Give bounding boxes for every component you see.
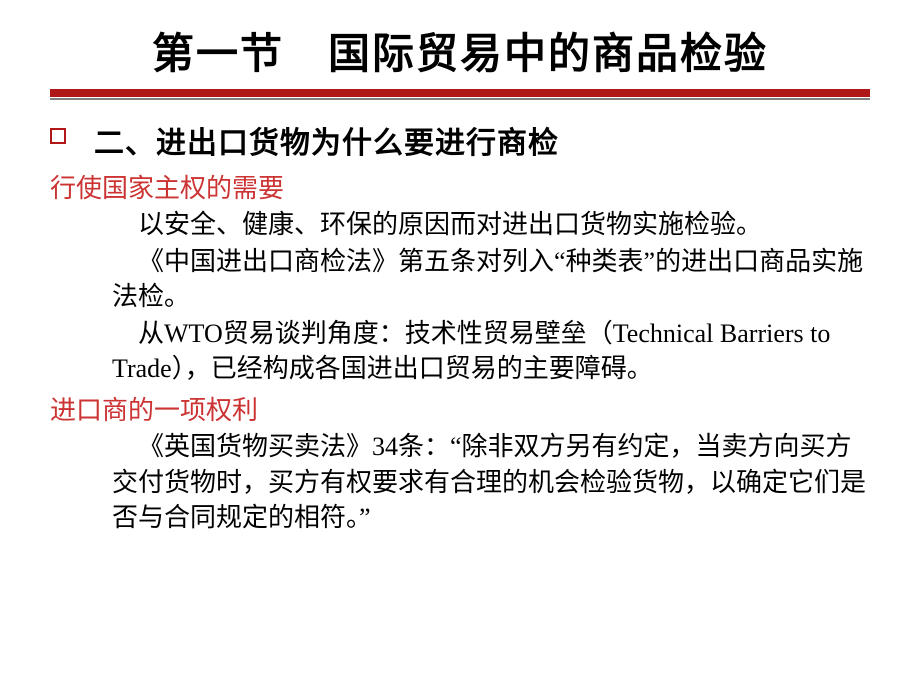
heading-row: 二、进出口货物为什么要进行商检 (50, 118, 870, 162)
title-underline (50, 89, 870, 100)
subheading-1: 行使国家主权的需要 (50, 168, 870, 205)
paragraph-1: 以安全、健康、环保的原因而对进出口货物实施检验。 (112, 207, 870, 242)
paragraph-4: 《英国货物买卖法》34条：“除非双方另有约定，当卖方向买方交付货物时，买方有权要… (112, 429, 870, 534)
bullet-icon (50, 128, 66, 144)
slide-title: 第一节 国际贸易中的商品检验 (50, 20, 870, 81)
paragraph-3: 从WTO贸易谈判角度：技术性贸易壁垒（Technical Barriers to… (112, 316, 870, 386)
paragraph-2: 《中国进出口商检法》第五条对列入“种类表”的进出口商品实施法检。 (112, 244, 870, 314)
section-heading: 二、进出口货物为什么要进行商检 (94, 118, 559, 162)
underline-gray (50, 98, 870, 100)
underline-red (50, 89, 870, 97)
slide: 第一节 国际贸易中的商品检验 二、进出口货物为什么要进行商检 行使国家主权的需要… (0, 0, 920, 567)
subheading-2: 进口商的一项权利 (50, 390, 870, 427)
